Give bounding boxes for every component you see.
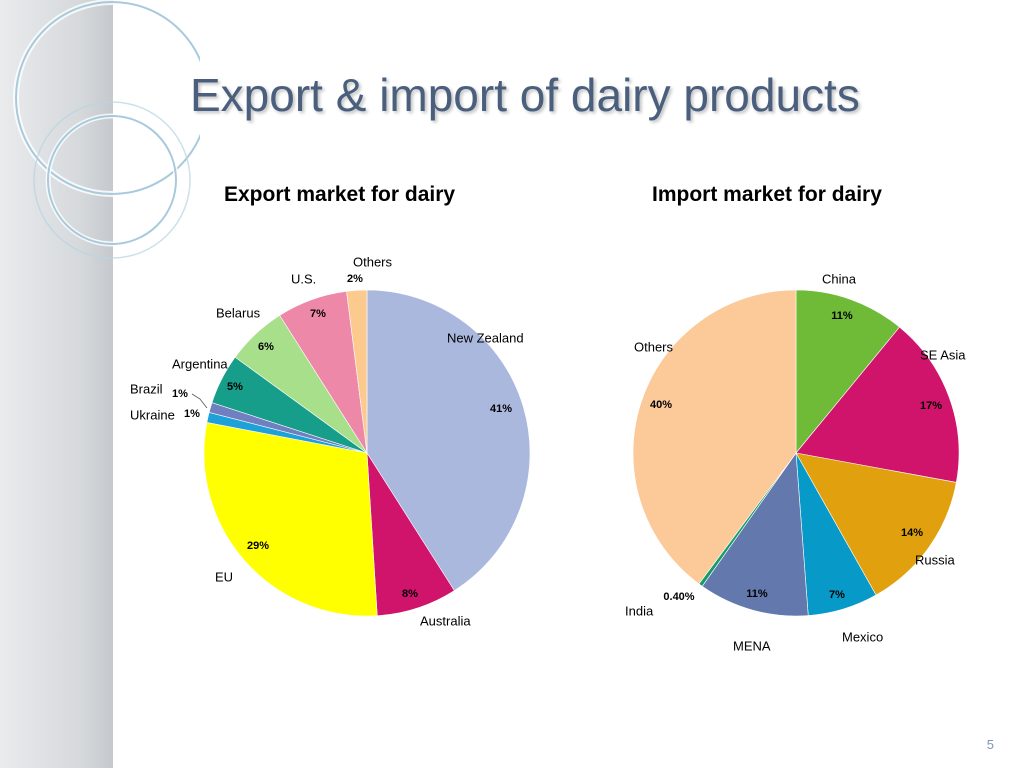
data-label-mexico: 7% <box>829 589 845 601</box>
page-title: Export & import of dairy products <box>190 69 860 121</box>
pie-slice-others <box>632 289 797 585</box>
pie-slice-others <box>346 289 368 454</box>
category-label-eu: EU <box>215 569 233 584</box>
category-label-india: India <box>625 603 654 618</box>
pie-slice-eu <box>203 422 378 617</box>
category-label-u-s: U.S. <box>291 271 316 286</box>
pie-slice-russia <box>795 452 957 596</box>
data-label-argentina: 5% <box>227 381 243 393</box>
data-label-australia: 8% <box>402 588 418 600</box>
data-label-others: 40% <box>650 399 672 411</box>
category-label-brazil: Brazil <box>130 381 163 396</box>
category-label-mexico: Mexico <box>842 629 883 644</box>
pie-slice-se-asia <box>795 326 960 483</box>
data-label-eu: 29% <box>247 540 269 552</box>
data-label-china: 11% <box>831 310 853 322</box>
category-label-ukraine: Ukraine <box>130 407 175 422</box>
data-label-u-s: 7% <box>310 308 326 320</box>
leader-line-0 <box>191 393 208 409</box>
data-label-mena: 11% <box>746 588 768 600</box>
data-label-belarus: 6% <box>258 341 274 353</box>
category-label-others: Others <box>634 339 674 354</box>
category-label-russia: Russia <box>915 552 956 567</box>
category-label-new-zealand: New Zealand <box>447 330 524 345</box>
data-label-brazil: 1% <box>172 388 188 400</box>
category-label-mena: MENA <box>733 638 771 653</box>
export-chart-title: Export market for dairy <box>224 183 456 206</box>
category-label-australia: Australia <box>420 613 471 628</box>
page-number: 5 <box>986 737 994 752</box>
pie-slice-new-zealand <box>366 289 531 592</box>
category-label-argentina: Argentina <box>172 356 228 371</box>
category-label-se-asia: SE Asia <box>920 347 966 362</box>
data-label-others: 2% <box>347 273 363 285</box>
data-label-new-zealand: 41% <box>490 403 512 415</box>
data-label-india: 0.40% <box>663 591 694 603</box>
data-label-se-asia: 17% <box>920 400 942 412</box>
pie-slice-china <box>795 289 900 454</box>
category-label-belarus: Belarus <box>216 305 261 320</box>
data-label-ukraine: 1% <box>184 408 200 420</box>
data-label-russia: 14% <box>901 527 923 539</box>
category-label-others: Others <box>353 254 393 269</box>
pie-slice-mena <box>701 452 809 617</box>
import-chart-title: Import market for dairy <box>652 183 882 206</box>
category-label-china: China <box>822 271 857 286</box>
